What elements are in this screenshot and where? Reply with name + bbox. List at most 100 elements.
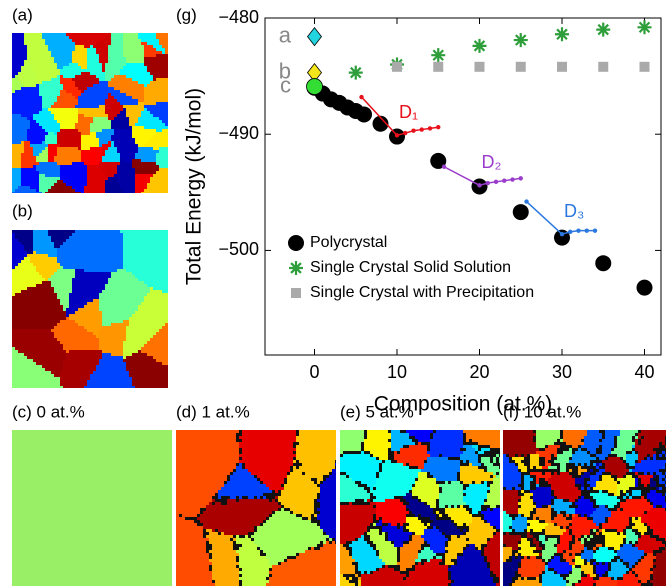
grain-pixel <box>111 147 114 150</box>
grain-pixel <box>42 192 45 193</box>
grain-pixel <box>27 66 30 69</box>
grain-pixel <box>69 147 72 150</box>
grain-pixel <box>156 287 159 290</box>
grain-pixel <box>150 36 153 39</box>
grain-pixel <box>21 323 24 326</box>
grain-pixel <box>66 117 69 120</box>
grain-pixel <box>144 135 147 138</box>
grain-pixel <box>54 111 57 114</box>
grain-pixel <box>57 338 60 341</box>
grain-pixel <box>150 290 153 293</box>
grain-pixel <box>78 287 81 290</box>
grain-pixel <box>45 341 48 344</box>
grain-pixel <box>111 326 114 329</box>
grain-pixel <box>108 36 111 39</box>
grain-pixel <box>21 341 24 344</box>
grain-pixel <box>12 269 15 272</box>
grain-pixel <box>126 75 129 78</box>
grain-pixel <box>81 126 84 129</box>
grain-pixel <box>147 48 150 51</box>
grain-pixel <box>120 144 123 147</box>
grain-pixel <box>132 236 135 239</box>
grain-pixel <box>33 165 36 168</box>
grain-pixel <box>12 272 15 275</box>
grain-pixel <box>99 135 102 138</box>
grain-pixel <box>123 320 126 323</box>
grain-pixel <box>60 42 63 45</box>
grain-pixel <box>108 344 111 347</box>
grain-pixel <box>84 239 87 242</box>
grain-pixel <box>48 78 51 81</box>
grain-pixel <box>156 117 159 120</box>
grain-pixel <box>57 114 60 117</box>
grain-pixel <box>63 78 66 81</box>
grain-pixel <box>111 192 114 193</box>
grain-pixel <box>147 329 150 332</box>
grain-pixel <box>12 57 15 60</box>
grain-pixel <box>123 150 126 153</box>
grain-pixel <box>75 341 78 344</box>
grain-pixel <box>39 72 42 75</box>
grain-pixel <box>117 147 120 150</box>
grain-pixel <box>30 353 33 356</box>
grain-pixel <box>126 171 129 174</box>
grain-pixel <box>12 111 15 114</box>
grain-pixel <box>27 353 30 356</box>
grain-pixel <box>15 272 18 275</box>
grain-pixel <box>69 123 72 126</box>
grain-pixel <box>15 290 18 293</box>
grain-pixel <box>162 42 165 45</box>
grain-pixel <box>120 108 123 111</box>
grain-pixel <box>42 66 45 69</box>
grain-pixel <box>144 138 147 141</box>
grain-pixel <box>84 69 87 72</box>
grain-pixel <box>153 78 156 81</box>
grain-pixel <box>120 75 123 78</box>
grain-pixel <box>24 159 27 162</box>
grain-pixel <box>66 63 69 66</box>
grain-pixel <box>75 96 78 99</box>
grain-pixel <box>135 233 138 236</box>
grain-pixel <box>108 266 111 269</box>
grain-pixel <box>150 314 153 317</box>
grain-pixel <box>135 162 138 165</box>
grain-pixel <box>96 39 99 42</box>
grain-pixel <box>54 257 57 260</box>
grain-pixel <box>126 81 129 84</box>
grain-pixel <box>123 117 126 120</box>
grain-pixel <box>135 90 138 93</box>
grain-pixel <box>12 156 15 159</box>
grain-pixel <box>165 233 168 236</box>
grain-pixel <box>66 192 69 193</box>
grain-pixel <box>48 132 51 135</box>
grain-pixel <box>162 108 165 111</box>
grain-pixel <box>33 239 36 242</box>
grain-pixel <box>30 114 33 117</box>
grain-pixel <box>132 180 135 183</box>
grain-pixel <box>126 326 129 329</box>
grain-pixel <box>12 192 15 193</box>
grain-pixel <box>126 320 129 323</box>
grain-pixel <box>33 344 36 347</box>
grain-pixel <box>45 165 48 168</box>
grain-pixel <box>36 248 39 251</box>
grain-pixel <box>96 93 99 96</box>
grain-pixel <box>123 338 126 341</box>
grain-pixel <box>78 99 81 102</box>
grain-pixel <box>135 111 138 114</box>
grain-pixel <box>30 39 33 42</box>
grain-pixel <box>138 39 141 42</box>
grain-pixel <box>69 159 72 162</box>
grain-pixel <box>48 165 51 168</box>
grain-pixel <box>60 347 63 350</box>
grain-pixel <box>60 147 63 150</box>
grain-pixel <box>105 120 108 123</box>
grain-pixel <box>30 93 33 96</box>
grain-pixel <box>33 248 36 251</box>
grain-pixel <box>84 290 87 293</box>
grain-pixel <box>141 114 144 117</box>
grain-pixel <box>69 54 72 57</box>
grain-pixel <box>156 138 159 141</box>
grain-pixel <box>126 84 129 87</box>
grain-pixel <box>66 260 69 263</box>
